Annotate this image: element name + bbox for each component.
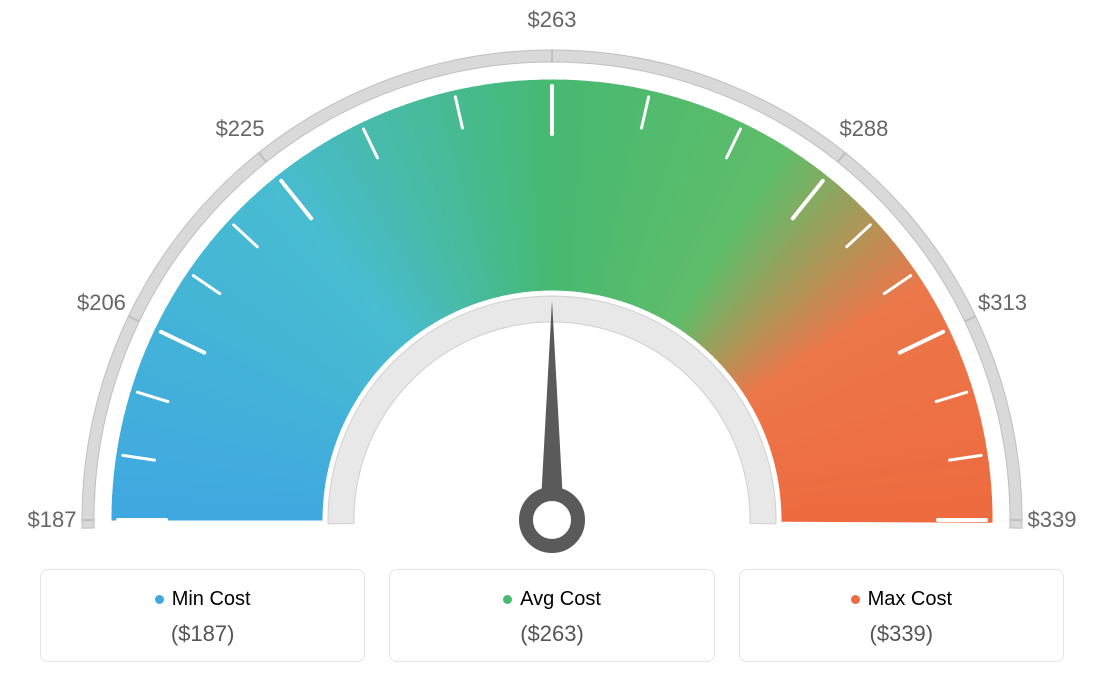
legend-value-avg: ($263) xyxy=(400,621,703,647)
gauge-tick-label: $187 xyxy=(28,507,77,533)
gauge-tick-label: $288 xyxy=(839,116,888,142)
legend-value-max: ($339) xyxy=(750,621,1053,647)
legend-dot-max xyxy=(851,595,860,604)
legend-value-min: ($187) xyxy=(51,621,354,647)
legend-card-min: Min Cost ($187) xyxy=(40,569,365,662)
legend-label-min: Min Cost xyxy=(155,588,251,611)
legend-label-avg: Avg Cost xyxy=(503,588,601,611)
legend-card-max: Max Cost ($339) xyxy=(739,569,1064,662)
legend-label-max: Max Cost xyxy=(851,588,952,611)
gauge-tick-label: $339 xyxy=(1028,507,1077,533)
legend-dot-avg xyxy=(503,595,512,604)
gauge-tick-label: $313 xyxy=(978,290,1027,316)
legend-dot-min xyxy=(155,595,164,604)
gauge-chart: $187 $206 $225 $263 $288 $313 $339 xyxy=(0,0,1104,560)
legend-label-text-min: Min Cost xyxy=(172,588,251,611)
cost-gauge-container: $187 $206 $225 $263 $288 $313 $339 Min Cost ($… xyxy=(0,0,1104,690)
legend-card-avg: Avg Cost ($263) xyxy=(389,569,714,662)
gauge-tick-label: $263 xyxy=(528,7,577,33)
gauge-tick-label: $225 xyxy=(216,116,265,142)
legend-label-text-avg: Avg Cost xyxy=(520,588,601,611)
legend-row: Min Cost ($187) Avg Cost ($263) Max Cost… xyxy=(40,569,1064,662)
legend-label-text-max: Max Cost xyxy=(868,588,952,611)
gauge-tick-label: $206 xyxy=(77,290,126,316)
